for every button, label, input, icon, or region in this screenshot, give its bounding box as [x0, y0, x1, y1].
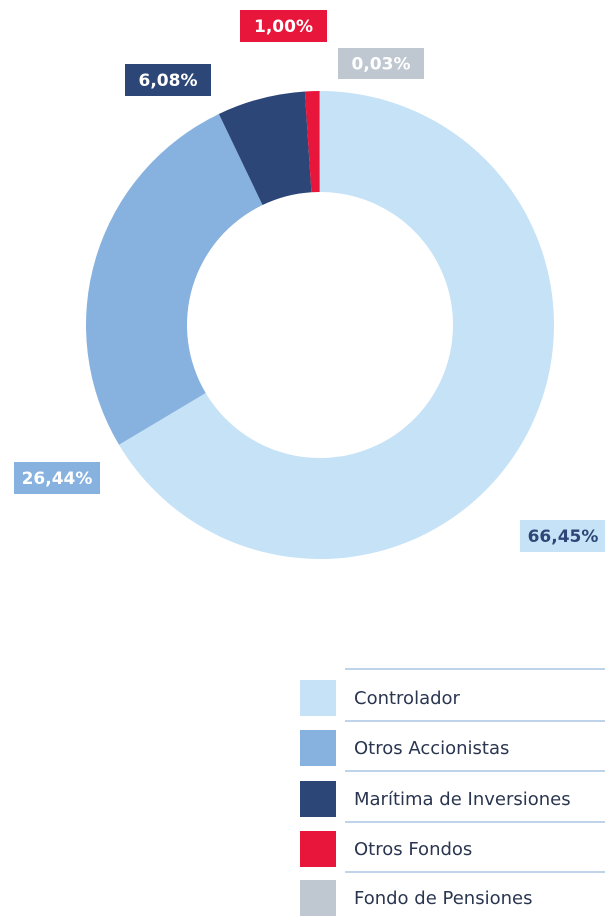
legend-swatch — [300, 680, 336, 716]
data-label: 6,08% — [139, 71, 198, 91]
donut-segment — [118, 91, 554, 559]
label-box — [125, 64, 211, 96]
data-label: 1,00% — [254, 17, 313, 37]
legend-label: Otros Accionistas — [354, 738, 509, 759]
data-label: 26,44% — [22, 469, 93, 489]
legend-swatch — [300, 880, 336, 916]
legend-label: Fondo de Pensiones — [354, 888, 532, 909]
legend-label: Controlador — [354, 688, 461, 709]
label-box — [338, 48, 424, 79]
label-box — [14, 462, 100, 494]
data-label: 0,03% — [352, 55, 411, 75]
data-label: 66,45% — [528, 527, 599, 547]
label-box — [240, 10, 327, 42]
donut-segment — [85, 113, 263, 445]
donut-segment — [218, 91, 312, 206]
legend-swatch — [300, 730, 336, 766]
donut-segment — [304, 91, 320, 193]
legend-swatch — [300, 831, 336, 867]
label-box — [520, 520, 605, 552]
legend-swatch — [300, 781, 336, 817]
legend-label: Otros Fondos — [354, 839, 472, 860]
legend-label: Marítima de Inversiones — [354, 789, 571, 810]
